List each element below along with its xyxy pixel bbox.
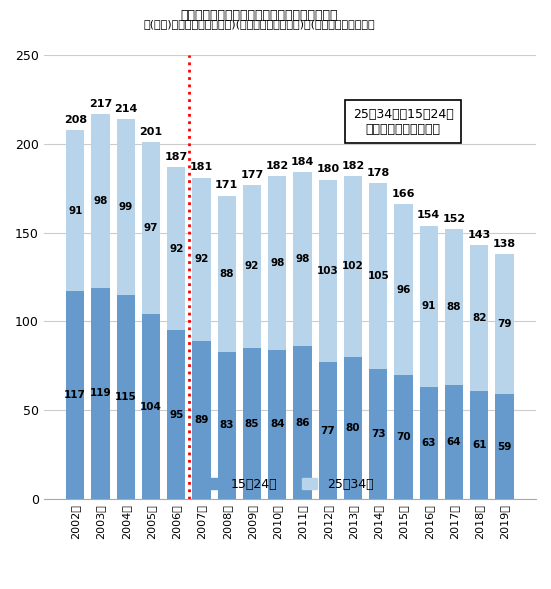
Bar [318,180,337,362]
Bar [420,226,438,387]
Text: 98: 98 [295,254,310,264]
Text: 182: 182 [342,161,365,171]
Text: 73: 73 [371,429,386,439]
Text: 178: 178 [366,168,390,178]
Text: 119: 119 [90,388,111,398]
Text: 98: 98 [93,196,107,206]
Bar [470,391,488,499]
Bar [243,185,261,348]
Text: （(完全)失業者＋非労働人口)(いわゆるフリーター)数(年齢階層別、万人）: （(完全)失業者＋非労働人口)(いわゆるフリーター)数(年齢階層別、万人） [143,19,375,29]
Bar [293,346,311,499]
Bar [495,254,514,394]
Text: 79: 79 [498,319,512,329]
Bar [293,173,311,346]
Text: 84: 84 [270,419,284,429]
Text: 91: 91 [68,206,83,216]
Text: 61: 61 [472,440,487,450]
Text: 63: 63 [422,438,436,448]
Text: 25〜34歳＞15〜24歳
（フリーター高齢化）: 25〜34歳＞15〜24歳 （フリーター高齢化） [353,108,453,136]
Bar [445,229,463,385]
Text: 96: 96 [396,284,410,294]
Text: 184: 184 [291,157,314,167]
Text: 201: 201 [139,127,163,137]
Text: 86: 86 [295,418,310,428]
Text: 92: 92 [245,262,259,272]
Bar [142,315,160,499]
Text: 64: 64 [447,437,461,447]
Text: 182: 182 [266,161,289,171]
Text: 85: 85 [245,419,259,429]
Bar [470,245,488,391]
Text: 80: 80 [346,423,360,433]
Bar [91,114,110,288]
Text: 88: 88 [447,302,461,312]
Bar [268,350,287,499]
Bar [344,357,362,499]
Text: 105: 105 [368,272,389,281]
Text: 89: 89 [195,415,209,425]
Text: 98: 98 [270,258,284,268]
Bar [445,385,463,499]
Bar [218,352,236,499]
Text: 92: 92 [169,244,183,254]
Text: 138: 138 [493,239,516,249]
Bar [91,288,110,499]
Text: 82: 82 [472,313,487,323]
Bar [218,196,236,352]
Text: 若年層のパート・アルバイトおよびその希望者: 若年層のパート・アルバイトおよびその希望者 [180,9,338,22]
Text: 177: 177 [240,170,263,180]
Text: 83: 83 [219,421,234,431]
Bar [420,387,438,499]
Text: 208: 208 [64,114,87,124]
Text: 59: 59 [498,442,512,452]
Bar [192,178,210,341]
Text: 180: 180 [316,164,339,174]
Bar [117,119,135,295]
Bar [167,167,185,330]
Text: 88: 88 [219,269,234,279]
Text: 143: 143 [468,230,491,240]
Text: 166: 166 [392,189,415,199]
Text: 217: 217 [89,98,112,108]
Bar [369,369,387,499]
Text: 187: 187 [165,152,188,162]
Text: 99: 99 [118,202,133,212]
Bar [395,375,413,499]
Text: 70: 70 [396,432,411,442]
Bar [495,394,514,499]
Text: 181: 181 [190,163,213,173]
Text: 154: 154 [417,210,440,220]
Bar [268,176,287,350]
Bar [344,176,362,357]
Bar [318,362,337,499]
Text: 97: 97 [144,223,158,233]
Bar [167,330,185,499]
Text: 117: 117 [64,390,86,400]
Bar [66,130,84,292]
Text: 77: 77 [320,426,335,436]
Bar [66,292,84,499]
Bar [369,183,387,369]
Bar [142,143,160,315]
Text: 214: 214 [114,104,137,114]
Bar [192,341,210,499]
Text: 171: 171 [215,180,239,190]
Text: 102: 102 [342,262,364,272]
Text: 115: 115 [115,392,137,402]
Bar [395,204,413,375]
Text: 92: 92 [195,254,209,264]
Text: 95: 95 [169,409,183,419]
Text: 104: 104 [140,402,162,412]
Bar [117,295,135,499]
Text: 152: 152 [442,214,466,224]
Legend: 15〜24歳, 25〜34歳: 15〜24歳, 25〜34歳 [199,472,380,497]
Text: 103: 103 [317,266,339,276]
Bar [243,348,261,499]
Text: 91: 91 [422,302,436,312]
